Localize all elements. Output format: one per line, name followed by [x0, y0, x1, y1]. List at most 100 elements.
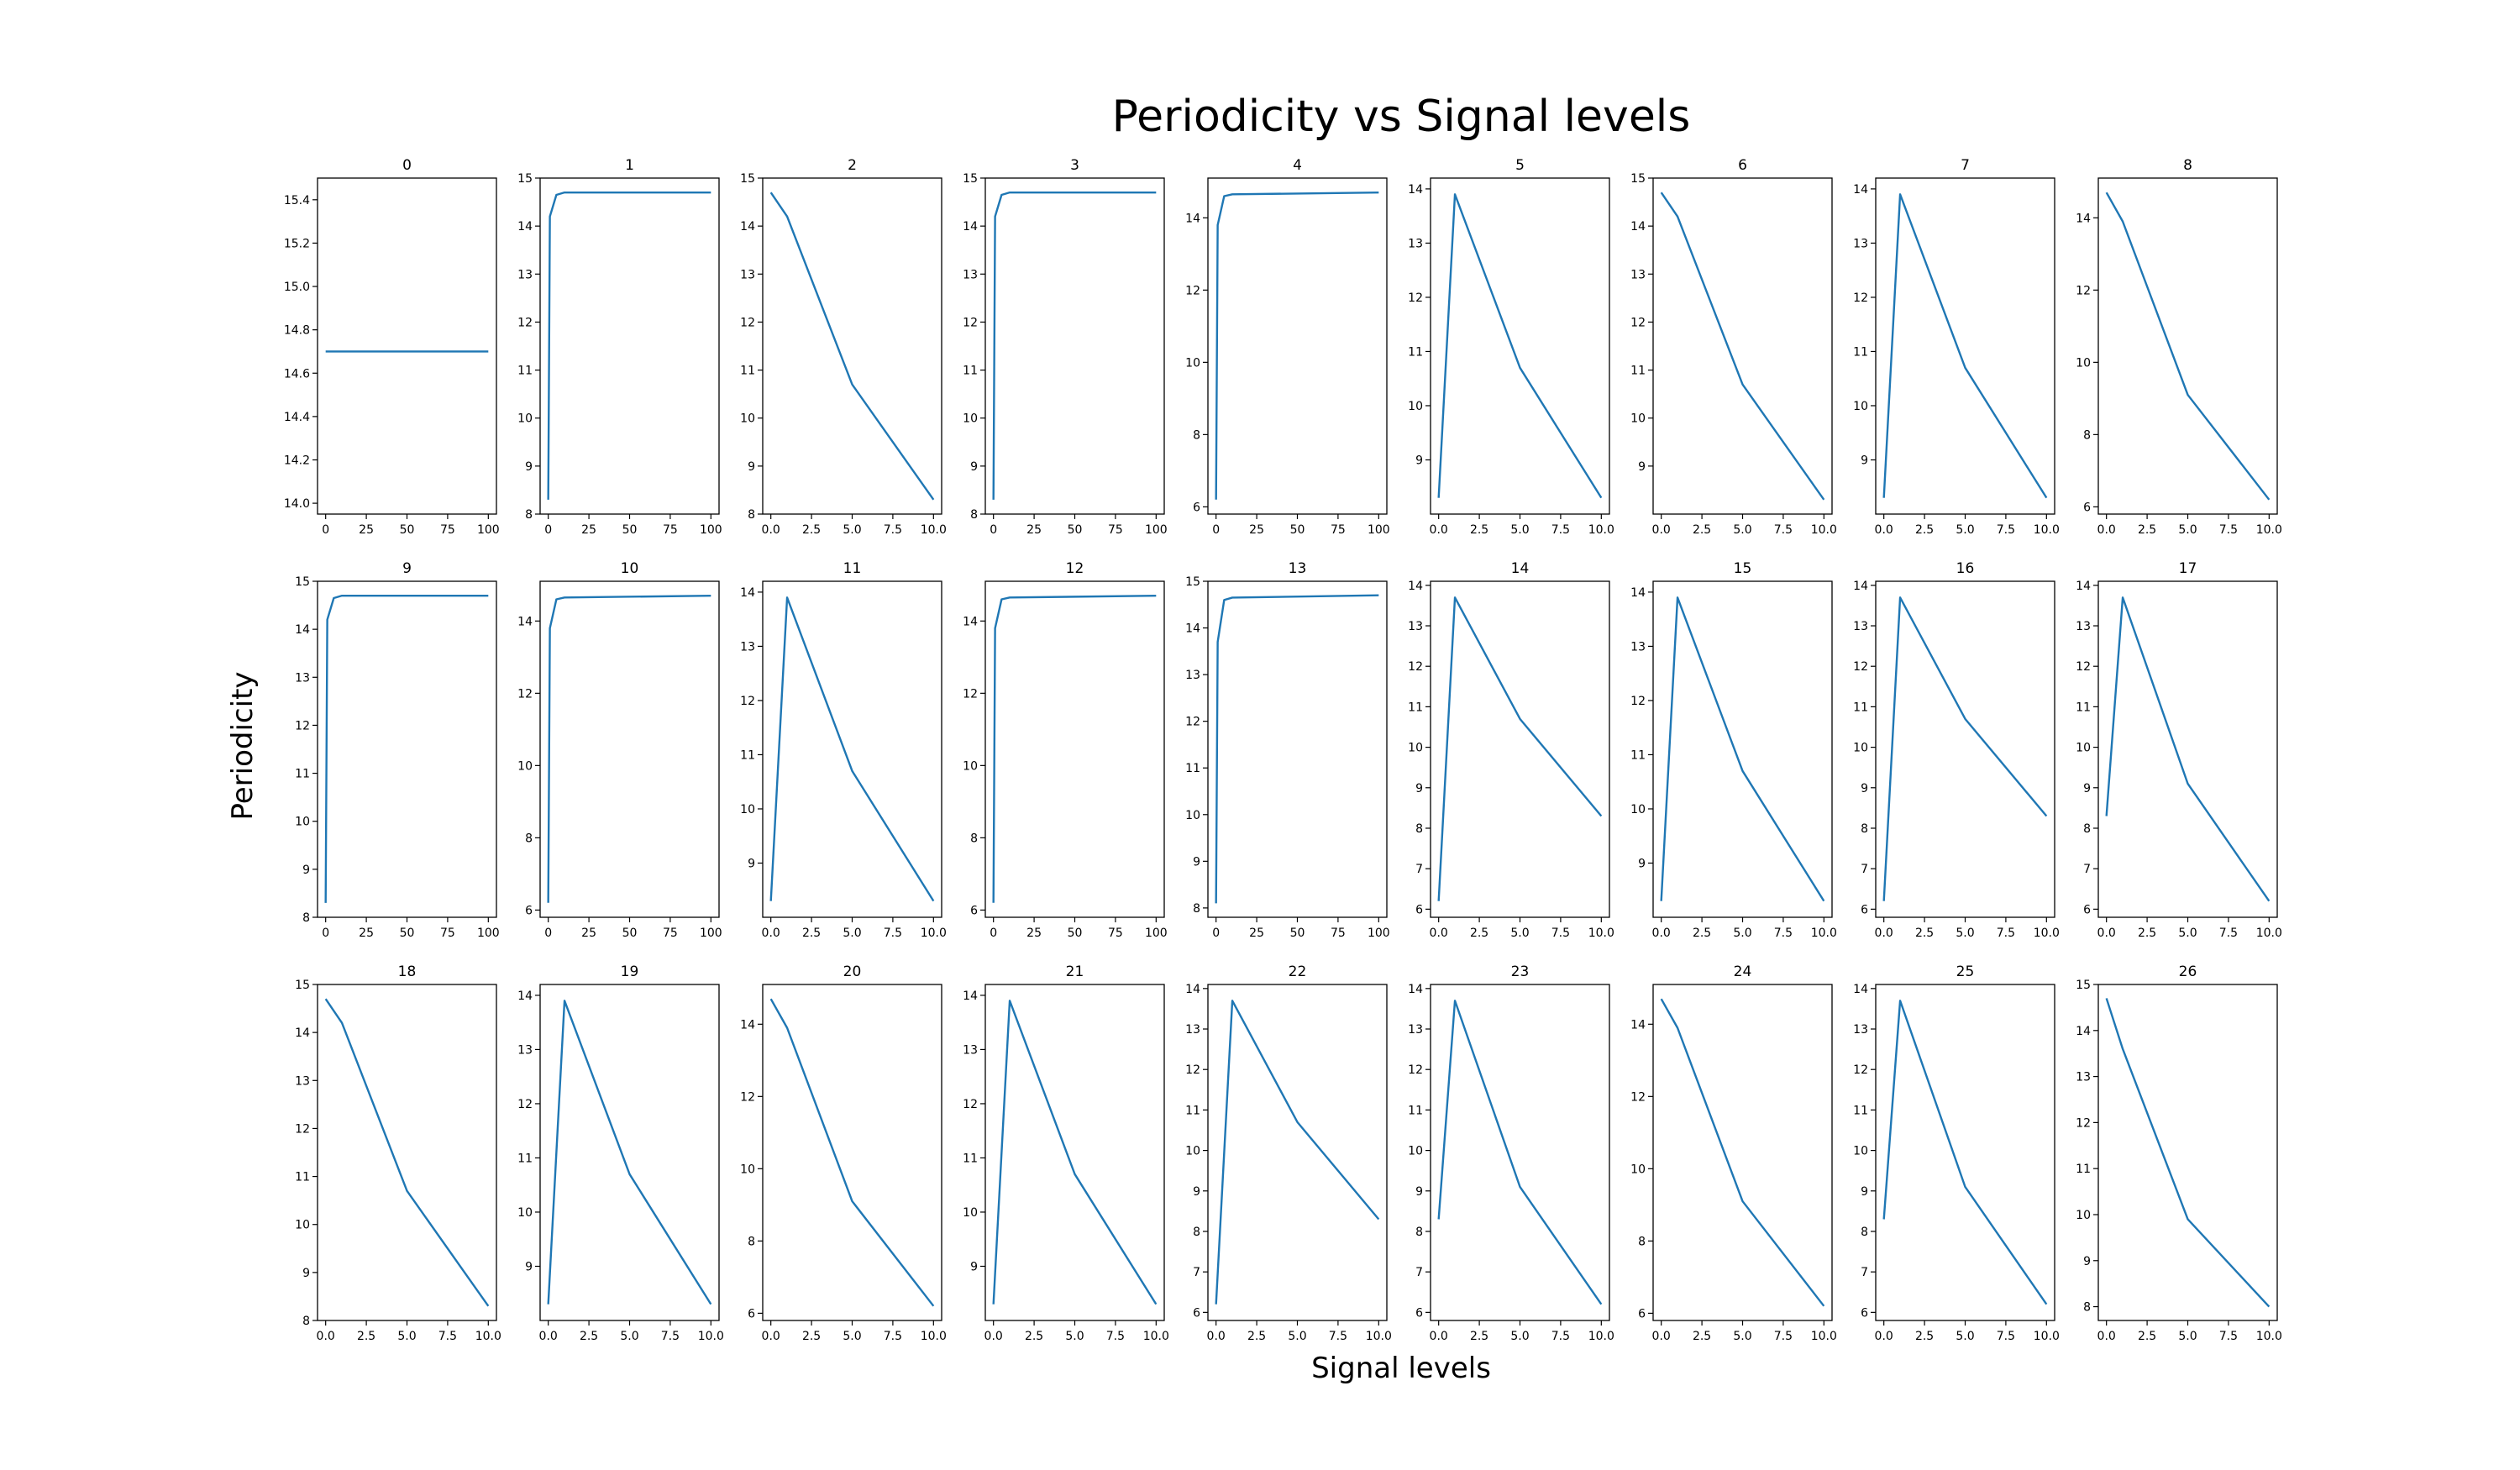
x-tick-label: 10.0: [2034, 927, 2060, 940]
series-line: [992, 191, 1157, 500]
subplot: 23 0.0 2.5 5.0 7.5 10.0 6 7 8 9 10 11 12 13 14: [1408, 963, 1614, 1343]
y-tick-label: 13: [1630, 640, 1646, 654]
y-tick-label: 8: [2083, 1301, 2091, 1315]
y-tick-label: 11: [295, 768, 310, 781]
series-line: [1215, 1000, 1380, 1305]
y-tick-label: 13: [1408, 237, 1423, 250]
y-tick-label: 9: [970, 460, 978, 474]
x-tick-label: 0.0: [1875, 927, 1893, 940]
series-line: [769, 596, 935, 902]
x-tick-label: 10.0: [921, 523, 947, 537]
x-tick-label: 2.5: [2138, 1330, 2156, 1343]
y-tick-label: 14: [1408, 183, 1423, 197]
x-tick-label: 25: [1249, 523, 1264, 537]
y-tick-label: 12: [517, 687, 533, 701]
figure-ylabel: Periodicity: [226, 671, 260, 820]
y-tick-label: 11: [1853, 345, 1868, 359]
y-tick-label: 9: [1193, 855, 1200, 869]
y-tick-label: 13: [1853, 620, 1868, 633]
y-tick-label: 12: [1408, 660, 1423, 674]
x-tick-label: 50: [1290, 927, 1305, 940]
y-tick-label: 8: [302, 1315, 310, 1328]
y-tick-label: 14: [517, 990, 533, 1003]
y-tick-label: 14: [1853, 183, 1868, 197]
y-tick-label: 9: [748, 857, 755, 870]
y-tick-label: 9: [302, 864, 310, 877]
subplot: 11 0.0 2.5 5.0 7.5 10.0 9 10 11 12 13 14: [740, 560, 947, 940]
x-tick-label: 75: [1108, 523, 1123, 537]
x-tick-label: 7.5: [661, 1330, 680, 1343]
x-tick-label: 5.0: [1510, 1330, 1529, 1343]
x-tick-label: 7.5: [1997, 927, 2015, 940]
series-line: [2105, 596, 2271, 902]
y-tick-label: 10: [963, 759, 978, 773]
y-tick-label: 14: [740, 1018, 755, 1032]
x-tick-label: 7.5: [1774, 927, 1793, 940]
y-tick-label: 14.2: [284, 454, 310, 467]
y-tick-label: 14: [295, 623, 310, 637]
x-tick-label: 75: [440, 523, 455, 537]
x-tick-label: 50: [1068, 523, 1083, 537]
x-tick-label: 0.0: [2097, 1330, 2116, 1343]
y-tick-label: 11: [963, 365, 978, 378]
y-tick-label: 9: [2083, 1255, 2091, 1268]
y-tick-label: 10: [740, 412, 755, 426]
y-tick-label: 14: [963, 990, 978, 1003]
x-tick-label: 7.5: [1997, 1330, 2015, 1343]
y-tick-label: 13: [295, 1074, 310, 1088]
y-tick-label: 13: [1630, 268, 1646, 281]
y-tick-label: 8: [1193, 428, 1200, 442]
y-tick-label: 11: [2076, 701, 2091, 714]
x-tick-label: 0.0: [317, 1330, 335, 1343]
series-line: [547, 191, 711, 500]
y-tick-label: 8: [1638, 1235, 1646, 1248]
y-tick-label: 6: [2083, 903, 2091, 916]
y-tick-label: 11: [2076, 1163, 2091, 1176]
y-tick-label: 10: [1630, 803, 1646, 816]
x-tick-label: 0.0: [1652, 927, 1671, 940]
series-line: [547, 1000, 712, 1305]
y-tick-label: 10: [1185, 809, 1200, 822]
y-tick-label: 11: [295, 1171, 310, 1184]
y-tick-label: 13: [740, 268, 755, 281]
y-tick-label: 6: [748, 1307, 755, 1320]
y-tick-label: 6: [1193, 1306, 1200, 1320]
x-tick-label: 75: [1331, 927, 1346, 940]
y-tick-label: 12: [1853, 291, 1868, 305]
y-tick-label: 7: [1861, 1266, 1868, 1279]
x-tick-label: 0.0: [762, 927, 780, 940]
x-tick-label: 50: [400, 927, 415, 940]
x-tick-label: 100: [477, 523, 500, 537]
y-tick-label: 10: [2076, 356, 2091, 370]
y-tick-label: 10: [1408, 400, 1423, 413]
x-tick-label: 0: [544, 523, 552, 537]
x-tick-label: 0.0: [1875, 523, 1893, 537]
y-tick-label: 11: [740, 748, 755, 762]
x-tick-label: 10.0: [1811, 523, 1837, 537]
y-tick-label: 6: [1415, 1306, 1423, 1320]
subplot: 14 0.0 2.5 5.0 7.5 10.0 6 7 8 9 10 11 12 13 14: [1408, 560, 1614, 940]
y-tick-label: 12: [1630, 1090, 1646, 1104]
series-line: [1215, 192, 1379, 500]
y-tick-label: 15.2: [284, 237, 310, 250]
x-tick-label: 5.0: [2178, 523, 2197, 537]
y-tick-label: 11: [517, 1152, 533, 1165]
y-tick-label: 14: [517, 220, 533, 234]
x-tick-label: 7.5: [1997, 523, 2015, 537]
subplot-title: 13: [1289, 560, 1307, 577]
y-tick-label: 15: [1185, 575, 1200, 589]
y-tick-label: 11: [1630, 748, 1646, 762]
subplot: 3 0 25 50 75 100 8 9 10 11 12 13 14 15: [963, 157, 1168, 537]
x-tick-label: 0.0: [2097, 927, 2116, 940]
y-tick-label: 8: [970, 508, 978, 522]
x-tick-label: 10.0: [2034, 523, 2060, 537]
x-tick-label: 10.0: [698, 1330, 724, 1343]
x-tick-label: 5.0: [1956, 927, 1974, 940]
y-tick-label: 13: [517, 268, 533, 281]
y-tick-label: 12: [1185, 284, 1200, 297]
y-tick-label: 10: [963, 412, 978, 426]
y-tick-label: 11: [1630, 365, 1646, 378]
y-tick-label: 12: [740, 695, 755, 708]
x-tick-label: 5.0: [397, 1330, 416, 1343]
x-tick-label: 10.0: [921, 927, 947, 940]
